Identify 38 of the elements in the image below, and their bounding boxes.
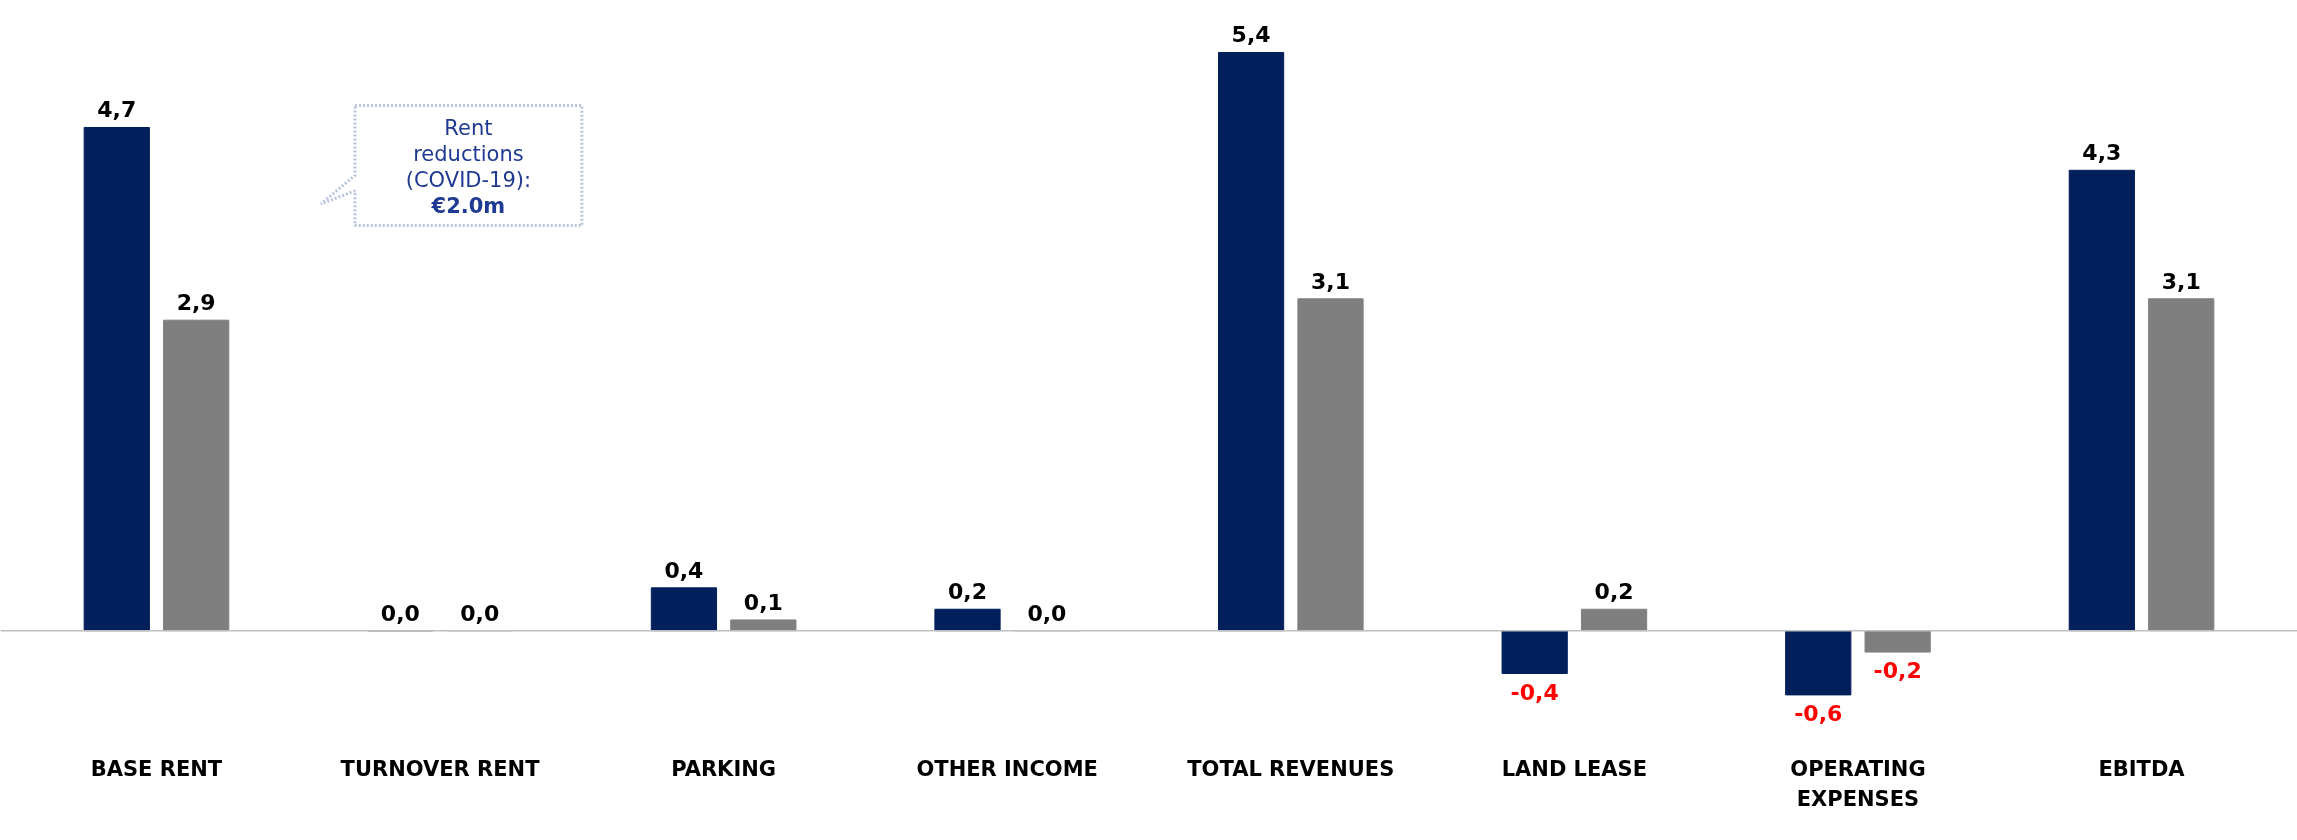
data-label: 3,1: [2161, 268, 2201, 294]
data-label: 4,7: [97, 97, 137, 123]
x-tick-label: LAND LEASE: [1501, 757, 1648, 782]
data-label: 4,3: [2082, 140, 2122, 166]
bar: [1217, 52, 1285, 632]
bar: [1580, 608, 1648, 632]
x-tick-label: OPERATING EXPENSES: [1790, 757, 1926, 812]
x-tick-label: OTHER INCOME: [916, 757, 1098, 782]
data-label: 2,9: [176, 290, 216, 316]
x-tick-label: BASE RENT: [90, 757, 223, 782]
annotation: Rent reductions (COVID-19): €2.0m: [405, 115, 532, 218]
x-tick-label: EBITDA: [2098, 757, 2186, 782]
data-label: 0,2: [948, 579, 988, 605]
bar: [163, 319, 230, 632]
data-label: 0,0: [380, 600, 420, 626]
bar: [83, 126, 150, 632]
bar: [1501, 630, 1568, 674]
bar: [730, 619, 797, 632]
bar: [2068, 169, 2135, 632]
bar: [650, 587, 718, 632]
bar: [1297, 298, 1364, 632]
x-tick-label: TURNOVER RENT: [340, 757, 541, 782]
x-tick-label: TOTAL REVENUES: [1187, 757, 1395, 782]
bar: [2148, 298, 2215, 632]
bar: [1864, 630, 1931, 653]
data-label: -0,4: [1510, 679, 1559, 705]
data-label: 3,1: [1311, 268, 1350, 294]
data-label: 0,0: [1027, 600, 1067, 626]
data-label: 0,0: [460, 600, 500, 626]
data-label: -0,6: [1794, 700, 1843, 726]
data-label: 0,4: [664, 557, 704, 583]
x-tick-label: PARKING: [671, 757, 777, 782]
bar: [934, 608, 1001, 632]
data-label: 0,1: [743, 589, 783, 615]
data-label: -0,2: [1873, 658, 1922, 684]
bar: [1785, 630, 1852, 696]
data-label: 5,4: [1231, 22, 1271, 48]
data-label: 0,2: [1594, 579, 1634, 605]
